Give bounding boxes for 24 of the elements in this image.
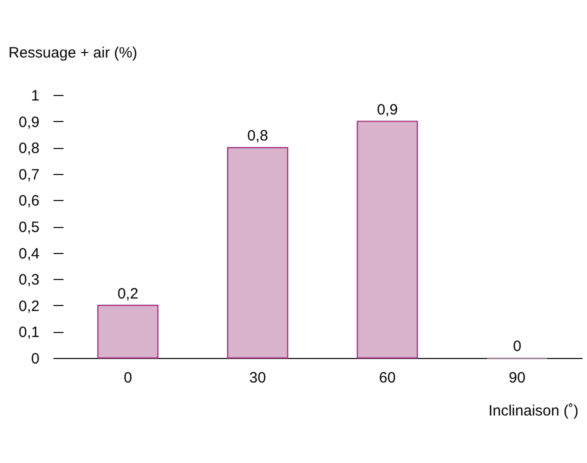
bar	[227, 147, 288, 359]
y-tick-label: 0,8	[18, 140, 40, 158]
x-axis-title: Inclinaison (˚)	[488, 402, 579, 420]
text: 0	[512, 338, 522, 355]
text: 0,8	[247, 128, 268, 145]
x-tick-label: 60	[379, 370, 396, 386]
y-tick-label: 0,6	[18, 192, 40, 210]
y-tick-label: 0,5	[18, 219, 40, 236]
x-tick-label: 30	[249, 370, 266, 386]
text: 0,2	[117, 285, 138, 302]
y-tick-label: 1	[31, 88, 40, 104]
text: 0,9	[376, 101, 398, 118]
x-tick-label: 90	[508, 370, 526, 386]
y-tick-label: 0,3	[18, 272, 40, 289]
x-tick-label: 0	[124, 370, 132, 386]
y-tick-label: 0,2	[18, 298, 40, 315]
y-tick-label: 0,4	[18, 245, 40, 262]
y-tick-label: 0,1	[18, 324, 40, 342]
bar	[97, 304, 158, 359]
bar	[356, 120, 418, 359]
y-tick-label: 0,9	[18, 114, 40, 131]
y-tick-label: 0	[31, 350, 40, 368]
y-axis-title: Ressuage + air (%)	[8, 44, 138, 62]
y-tick-label: 0,7	[18, 166, 40, 184]
